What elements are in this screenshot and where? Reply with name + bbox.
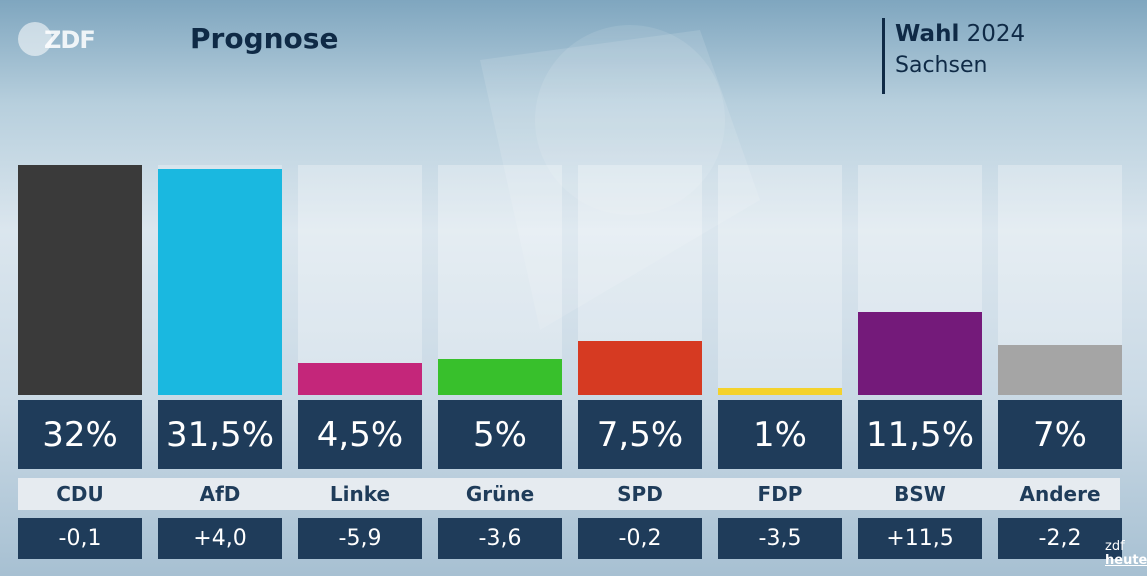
election-title: Wahl 2024 [895, 18, 1025, 50]
election-word: Wahl [895, 21, 960, 47]
value-label: 11,5% [858, 400, 982, 469]
category-label: CDU [56, 482, 104, 506]
category-label: SPD [617, 482, 663, 506]
change-label: -3,5 [718, 518, 842, 559]
bar-linke [298, 362, 422, 395]
logo-text: ZDF [44, 26, 96, 54]
election-label: Wahl 2024 Sachsen [882, 18, 1025, 94]
value-label: 32% [18, 400, 142, 469]
change-label: +4,0 [158, 518, 282, 559]
bar-slot [718, 165, 842, 395]
zdfheute-line1: zdf [1105, 539, 1125, 554]
category-label: Andere [1019, 482, 1101, 506]
value-label: 7,5% [578, 400, 702, 469]
bar-spd [578, 341, 702, 395]
change-label: +11,5 [858, 518, 982, 559]
category-label: Grüne [465, 482, 535, 506]
bar-fdp [718, 387, 842, 395]
party-name-band [18, 478, 1120, 510]
bar-slot [438, 165, 562, 395]
bar-slot [298, 165, 422, 395]
bar-bsw [858, 312, 982, 395]
change-label: -3,6 [438, 518, 562, 559]
change-label: -2,2 [998, 518, 1122, 559]
category-label: BSW [894, 482, 946, 506]
bar-afd [158, 168, 282, 395]
value-label: 1% [718, 400, 842, 469]
logo-circle-icon [18, 22, 52, 56]
category-label: AfD [199, 482, 241, 506]
zdfheute-line2: heute [1105, 553, 1147, 568]
chart-title: Prognose [190, 22, 339, 55]
value-label: 7% [998, 400, 1122, 469]
zdfheute-logo: zdf heute [1105, 540, 1147, 568]
change-label: -0,1 [18, 518, 142, 559]
bar-cdu [18, 165, 142, 395]
bar-andere [998, 344, 1122, 395]
election-year: 2024 [966, 21, 1026, 47]
zdf-logo: ZDF [18, 22, 102, 58]
value-label: 4,5% [298, 400, 422, 469]
election-region: Sachsen [895, 53, 988, 78]
category-label: FDP [757, 482, 803, 506]
value-label: 31,5% [158, 400, 282, 469]
change-label: -5,9 [298, 518, 422, 559]
bar-grüne [438, 359, 562, 395]
category-label: Linke [329, 482, 391, 506]
value-label: 5% [438, 400, 562, 469]
change-label: -0,2 [578, 518, 702, 559]
